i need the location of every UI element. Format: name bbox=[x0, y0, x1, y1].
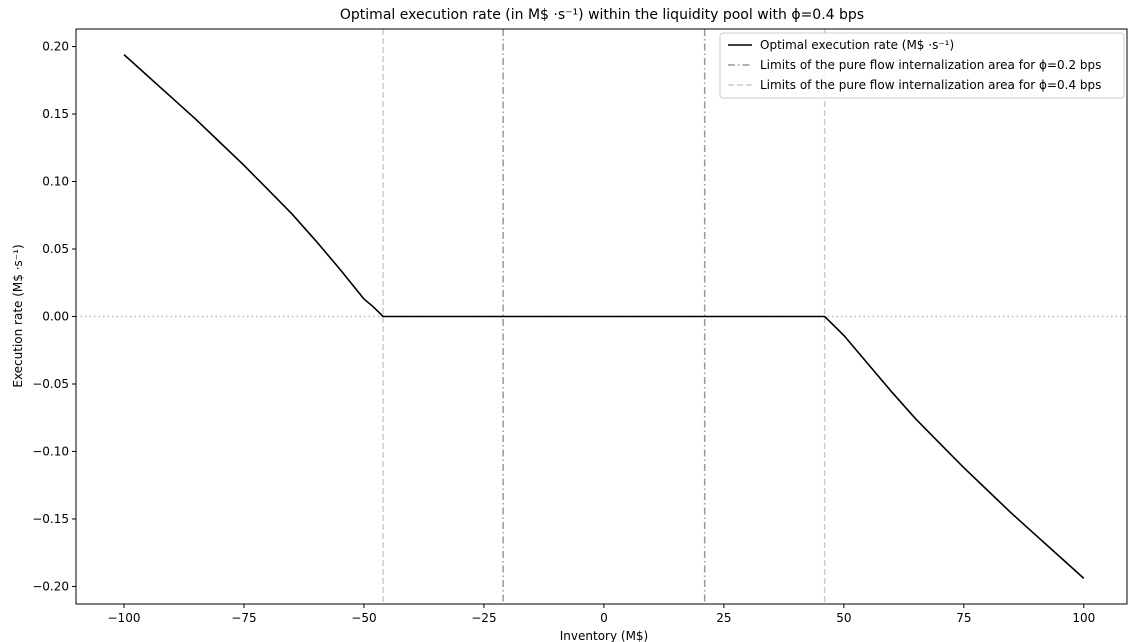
x-tick-label: 75 bbox=[956, 611, 971, 625]
x-axis: −100 −75 −50 −25 0 25 50 75 100 bbox=[108, 604, 1095, 625]
legend-box bbox=[719, 32, 1125, 99]
chart-title: Optimal execution rate (in M$ ·s⁻¹) with… bbox=[340, 7, 864, 23]
x-tick-label: −100 bbox=[108, 611, 141, 625]
y-tick-label: −0.05 bbox=[32, 377, 69, 391]
series-line-0 bbox=[123, 54, 1085, 579]
legend-label-0: Optimal execution rate (M$ ·s⁻¹) bbox=[760, 38, 954, 52]
y-axis-label: Execution rate (M$ ·s⁻¹) bbox=[11, 244, 25, 387]
y-tick-label: 0.15 bbox=[42, 107, 69, 121]
x-tick-label: 100 bbox=[1072, 611, 1095, 625]
x-tick-label: 25 bbox=[716, 611, 731, 625]
y-axis: 0.20 0.15 0.10 0.05 0.00 −0.05 −0.10 −0.15 −0.20 bbox=[32, 40, 76, 593]
x-tick-label: 0 bbox=[600, 611, 608, 625]
y-tick-label: 0.05 bbox=[42, 242, 69, 256]
y-tick-label: 0.10 bbox=[42, 175, 69, 189]
x-axis-label: Inventory (M$) bbox=[560, 629, 648, 642]
x-tick-label: −75 bbox=[231, 611, 256, 625]
x-tick-label: −50 bbox=[351, 611, 376, 625]
y-tick-label: −0.15 bbox=[32, 512, 69, 526]
y-tick-label: 0.20 bbox=[42, 40, 69, 54]
y-tick-label: 0.00 bbox=[42, 310, 69, 324]
x-tick-label: 50 bbox=[836, 611, 851, 625]
legend: Optimal execution rate (M$ ·s⁻¹) Limits o… bbox=[719, 32, 1125, 99]
legend-label-2: Limits of the pure flow internalization … bbox=[760, 78, 1101, 92]
y-tick-label: −0.20 bbox=[32, 579, 69, 593]
x-tick-label: −25 bbox=[471, 611, 496, 625]
plot-area bbox=[76, 29, 1127, 604]
y-tick-label: −0.10 bbox=[32, 444, 69, 458]
legend-label-1: Limits of the pure flow internalization … bbox=[760, 58, 1101, 72]
